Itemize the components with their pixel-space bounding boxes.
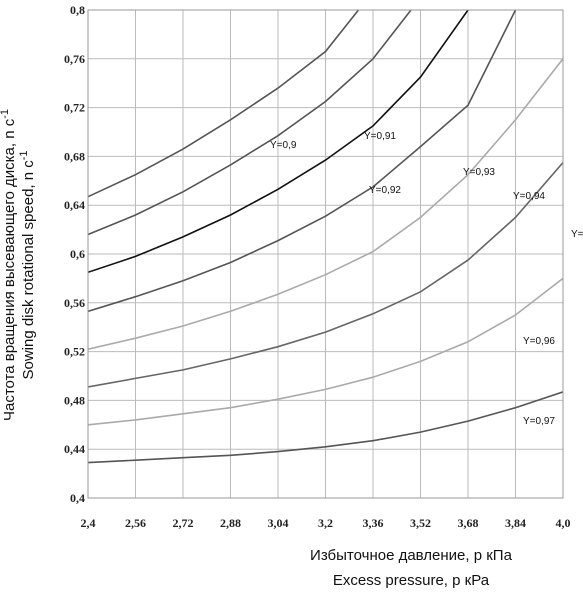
x-tick-label: 3,68 <box>458 516 479 530</box>
series-label: Y=0,94 <box>513 191 545 202</box>
x-axis-title: Избыточное давление, р кПа <box>310 547 513 564</box>
curve <box>88 161 563 388</box>
x-tick-label: 2,72 <box>173 516 194 530</box>
y-tick-label: 0,52 <box>64 345 85 359</box>
y-axis-title: Частота вращения высевающего диска, n с-… <box>0 109 18 421</box>
series-label: Y=0,9 <box>270 140 297 151</box>
y-tick-label: 0,4 <box>70 491 85 505</box>
curve <box>88 58 563 350</box>
series-label: Y=0,97 <box>523 416 555 427</box>
series-label: Y=0,93 <box>463 167 495 178</box>
y-tick-label: 0,56 <box>64 296 85 310</box>
series-label: Y=0,96 <box>523 336 555 347</box>
x-tick-label: 2,4 <box>81 516 96 530</box>
curve <box>88 10 517 313</box>
curve <box>88 10 413 236</box>
y-tick-label: 0,48 <box>64 393 85 407</box>
y-axis-title-sup: -1 <box>0 109 11 119</box>
x-axis-title: Excess pressure, р кРа <box>333 572 490 589</box>
curve <box>88 391 563 464</box>
y-tick-label: 0,68 <box>64 149 85 163</box>
x-tick-label: 2,56 <box>125 516 146 530</box>
x-tick-label: 3,04 <box>268 516 289 530</box>
curve <box>88 10 360 198</box>
curve <box>88 10 469 274</box>
y-tick-label: 0,72 <box>64 101 85 115</box>
x-tick-label: 3,84 <box>505 516 526 530</box>
y-tick-label: 0,44 <box>64 442 85 456</box>
y-axis-title-text: Sowing disk rotational speed, n с <box>20 160 37 380</box>
x-tick-label: 4,0 <box>556 516 571 530</box>
curve <box>88 277 563 426</box>
y-tick-label: 0,6 <box>70 247 85 261</box>
y-axis-title-text: Частота вращения высевающего диска, n с <box>1 118 18 421</box>
y-axis-title: Sowing disk rotational speed, n с-1 <box>18 150 37 379</box>
x-tick-label: 3,52 <box>410 516 431 530</box>
x-tick-label: 3,2 <box>318 516 333 530</box>
y-tick-label: 0,64 <box>64 198 85 212</box>
y-axis-title-sup: -1 <box>18 150 30 160</box>
y-tick-label: 0,76 <box>64 52 85 66</box>
y-tick-label: 0,8 <box>70 3 85 17</box>
x-tick-label: 3,36 <box>363 516 384 530</box>
plot-border <box>87 9 564 499</box>
series-label: Y=0,95 <box>571 229 583 240</box>
series-label: Y=0,91 <box>364 131 396 142</box>
series-label: Y=0,92 <box>369 185 401 196</box>
x-tick-label: 2,88 <box>220 516 241 530</box>
